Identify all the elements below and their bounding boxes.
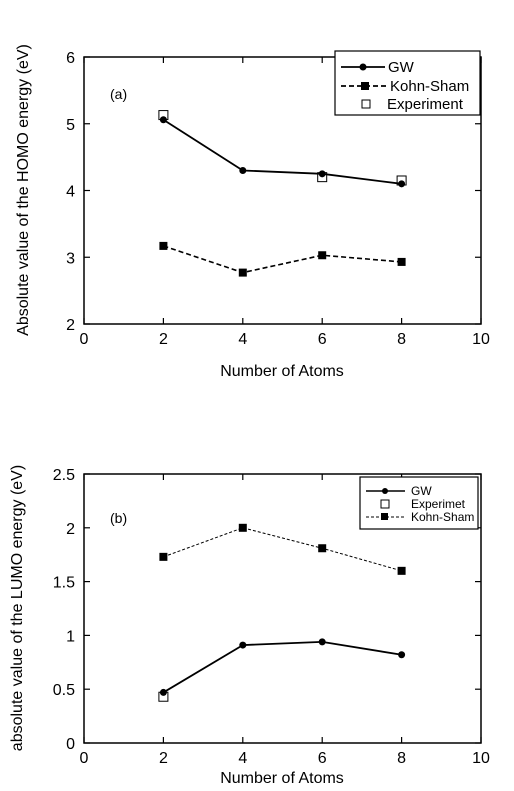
y-tick-label-a: 3	[66, 250, 75, 267]
y-tick-label-a: 2	[66, 317, 75, 334]
legend-label-ks-b: Kohn-Sham	[411, 510, 474, 524]
data-point-kohn-sham-a	[397, 257, 406, 266]
data-point-experiment-a	[396, 175, 407, 186]
chart-panel-a: Absolute value of the HOMO energy (eV) N…	[15, 44, 490, 380]
legend-marker-ks-a	[361, 82, 369, 90]
legend-b: GW Experimet Kohn-Sham	[359, 476, 479, 530]
panel-label-a: (a)	[110, 86, 127, 102]
y-tick-label-a: 5	[66, 117, 75, 134]
x-tick-label-a: 8	[397, 331, 406, 348]
y-tick-label-b: 2.5	[53, 467, 75, 484]
data-point-experiment-a	[158, 110, 169, 121]
y-tick-label-b: 2	[66, 521, 75, 538]
legend-marker-gw-b	[382, 488, 388, 494]
legend-a: GW Kohn-Sham Experiment	[334, 50, 481, 116]
y-tick-label-a: 4	[66, 184, 75, 201]
y-tick-label-b: 0	[66, 736, 75, 753]
x-tick-label-a: 6	[318, 331, 327, 348]
y-tick-label-b: 0.5	[53, 682, 75, 699]
chart-panel-b: absolute value of the LUMO energy (eV) N…	[9, 465, 490, 787]
legend-marker-ks-b	[381, 513, 388, 520]
legend-marker-exp-a	[361, 99, 371, 109]
data-point-kohn-sham-a	[159, 241, 168, 250]
x-tick-label-b: 2	[159, 750, 168, 767]
y-tick-label-b: 1	[66, 628, 75, 645]
data-point-gw-a	[239, 166, 247, 174]
x-tick-label-b: 4	[238, 750, 247, 767]
series-a	[158, 110, 407, 277]
legend-marker-exp-b	[380, 499, 390, 509]
data-point-kohn-sham-b	[318, 544, 327, 553]
x-tick-label-b: 6	[318, 750, 327, 767]
series-b	[158, 523, 406, 702]
x-axis-title-b: Number of Atoms	[220, 770, 344, 787]
x-tick-label-b: 10	[472, 750, 490, 767]
x-tick-label-a: 0	[80, 331, 89, 348]
x-axis-title-a: Number of Atoms	[220, 363, 344, 380]
series-line-gw-a	[162, 118, 402, 185]
y-tick-label-a: 6	[66, 50, 75, 67]
series-line-kohn-sham-b	[163, 527, 402, 572]
legend-label-gw-a: GW	[388, 59, 415, 76]
data-point-kohn-sham-a	[238, 268, 247, 277]
panel-label-b: (b)	[110, 510, 127, 526]
data-point-kohn-sham-b	[397, 566, 406, 575]
x-tick-label-b: 8	[397, 750, 406, 767]
plot-area-b	[83, 473, 482, 744]
legend-box-a	[334, 50, 481, 116]
data-point-gw-a	[318, 170, 326, 178]
data-point-gw-b	[239, 641, 247, 649]
y-axis-title-a: Absolute value of the HOMO energy (eV)	[15, 44, 32, 336]
x-tick-label-b: 0	[80, 750, 89, 767]
x-tick-label-a: 2	[159, 331, 168, 348]
legend-marker-gw-a	[359, 63, 367, 71]
y-axis-title-b: absolute value of the LUMO energy (eV)	[9, 465, 26, 751]
legend-label-exp-a: Experiment	[387, 96, 464, 113]
legend-label-gw-b: GW	[411, 484, 432, 498]
data-point-kohn-sham-a	[318, 251, 327, 260]
series-line-gw-b	[162, 640, 402, 694]
x-tick-label-a: 4	[238, 331, 247, 348]
legend-label-exp-b: Experimet	[411, 497, 466, 511]
data-point-gw-a	[398, 180, 406, 188]
data-point-gw-b	[398, 651, 406, 659]
data-point-kohn-sham-b	[159, 552, 168, 561]
data-point-experiment-a	[317, 172, 328, 183]
data-point-gw-b	[318, 638, 326, 646]
y-tick-label-b: 1.5	[53, 575, 75, 592]
ticks-b: 0 2 4 6 8 10 0 0.5 1 1.5 2 2.5	[53, 467, 490, 767]
data-point-experimet-b	[158, 691, 169, 702]
data-point-kohn-sham-b	[238, 523, 247, 532]
legend-box-b	[359, 476, 479, 530]
legend-label-ks-a: Kohn-Sham	[390, 78, 469, 95]
series-line-kohn-sham-a	[163, 245, 402, 274]
x-tick-label-a: 10	[472, 331, 490, 348]
